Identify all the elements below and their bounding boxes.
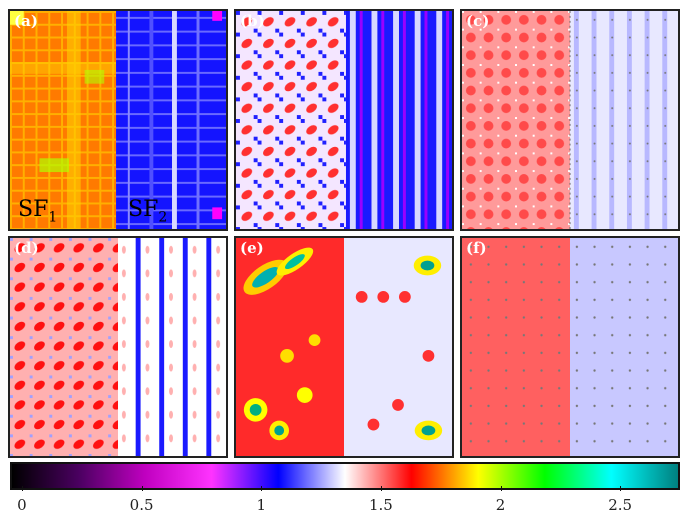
panel-label: (b)	[240, 12, 265, 30]
panel-d: (d)	[8, 236, 228, 458]
panel-e: (e)	[234, 236, 454, 458]
colorbar-tick-mark	[261, 486, 263, 491]
colorbar	[10, 462, 680, 490]
panel-e-image	[236, 238, 452, 456]
panel-d-image	[10, 238, 226, 456]
panel-label: (a)	[14, 12, 38, 30]
colorbar-tick-mark	[141, 486, 143, 491]
panel-label: (e)	[240, 239, 264, 257]
colorbar-tick-mark	[21, 486, 23, 491]
colorbar-tick-label: 1.5	[368, 496, 393, 514]
colorbar-tick-mark	[380, 486, 382, 491]
colorbar-tick-mark	[500, 486, 502, 491]
panel-f: (f)	[460, 236, 680, 458]
panel-c-image	[462, 11, 678, 229]
panel-label: (d)	[14, 239, 39, 257]
panel-f-image	[462, 238, 678, 456]
colorbar-tick-label: 2	[495, 496, 506, 514]
sf1-label: SF1	[18, 197, 58, 226]
sf2-label: SF2	[128, 197, 168, 226]
panel-c: (c)	[460, 9, 680, 231]
colorbar-tick-label: 0.5	[129, 496, 154, 514]
panel-b-image	[236, 11, 452, 229]
colorbar-tick-label: 0	[17, 496, 27, 514]
panel-a-image	[10, 11, 226, 229]
colorbar-tick-label: 1	[256, 496, 267, 514]
panel-b: (b)	[234, 9, 454, 231]
panel-label: (f)	[466, 239, 487, 257]
panel-label: (c)	[466, 12, 490, 30]
colorbar-tick-mark	[620, 486, 622, 491]
panel-a: (a) SF1 SF2	[8, 9, 228, 231]
colorbar-tick-label: 2.5	[608, 496, 633, 514]
